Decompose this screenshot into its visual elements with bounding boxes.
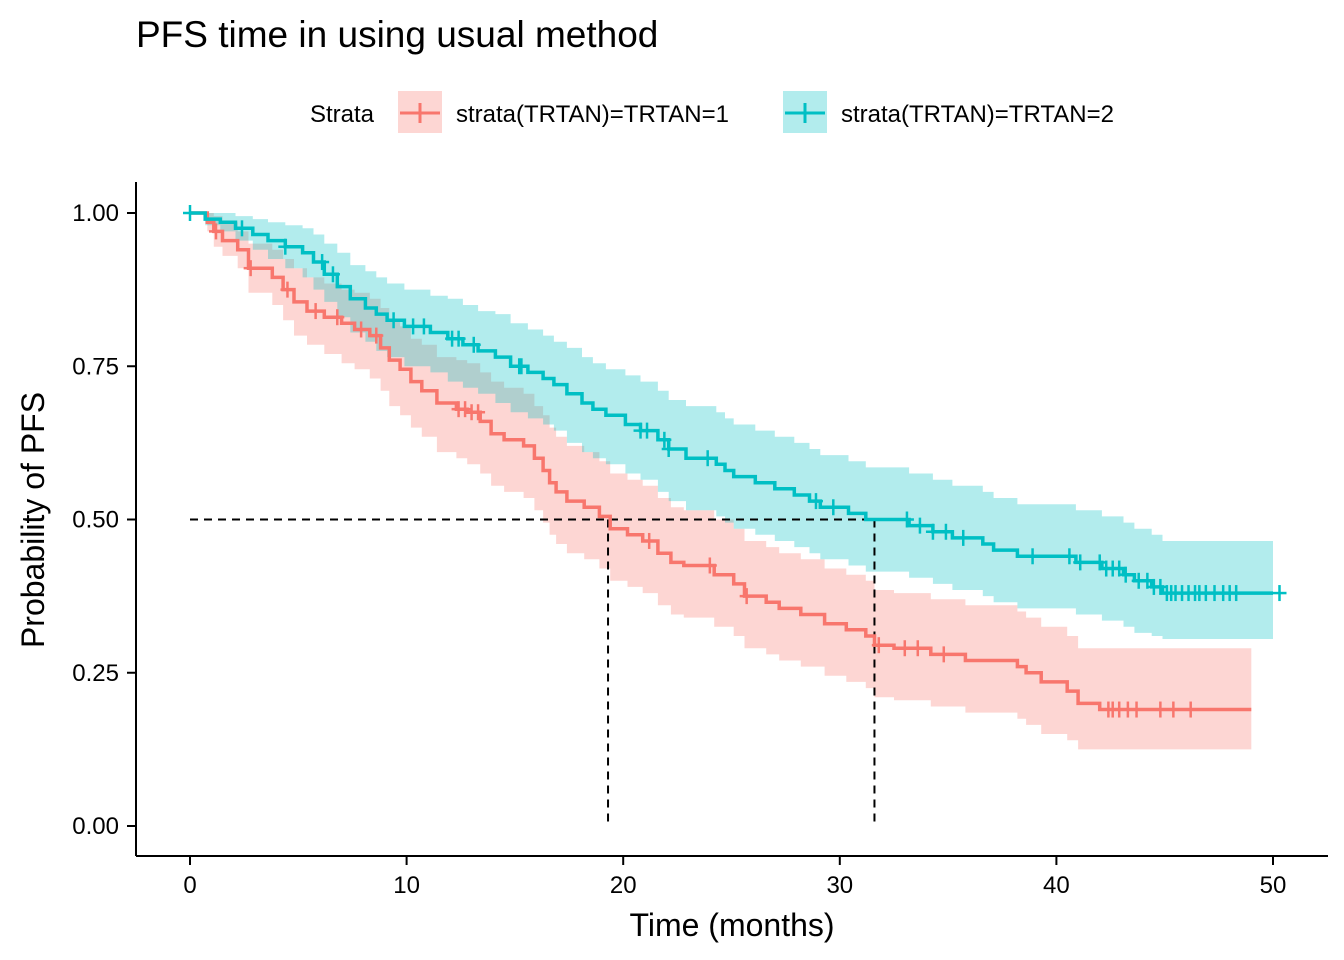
x-axis-label: Time (months): [629, 907, 834, 943]
censor-mark-1-5: [330, 309, 345, 326]
censor-mark-2-21: [899, 511, 914, 528]
censor-mark-1-9: [458, 401, 473, 418]
censor-mark-2-15: [640, 422, 655, 439]
censor-mark-1-15: [871, 637, 886, 654]
censor-mark-2-1: [183, 205, 197, 221]
censor-mark-2-6: [386, 312, 401, 329]
censor-mark-1-1: [208, 223, 223, 240]
y-axis-label: Probability of PFS: [15, 392, 51, 648]
censor-mark-2-33: [1118, 566, 1133, 583]
censor-mark-1-11: [471, 404, 486, 421]
censor-mark-1-4: [308, 303, 323, 320]
x-tick-label-10: 10: [393, 872, 420, 899]
censor-mark-1-12: [642, 532, 657, 549]
survival-curve-1: [190, 211, 1252, 712]
x-tick-label-50: 50: [1260, 872, 1287, 899]
censor-mark-2-25: [956, 529, 971, 546]
censor-mark-2-4: [315, 254, 330, 271]
censor-mark-1-2: [243, 260, 258, 277]
censor-mark-1-7: [369, 327, 384, 344]
legend: Strata strata(TRTAN)=TRTAN=1 strata(TRTA…: [310, 91, 1114, 133]
censor-mark-2-5: [325, 266, 340, 283]
censor-mark-2-8: [416, 318, 431, 335]
censor-mark-2-22: [912, 517, 927, 534]
ci-band-2: [190, 213, 1273, 639]
censor-mark-2-13: [512, 358, 527, 375]
legend-title: Strata: [310, 101, 375, 128]
censor-mark-2-27: [1062, 548, 1077, 565]
censor-mark-1-16: [897, 640, 912, 657]
censor-mark-2-20: [826, 499, 841, 516]
y-tick-label-1.00: 1.00: [72, 200, 119, 227]
x-tick-label-20: 20: [610, 872, 637, 899]
censor-mark-2-2: [234, 220, 249, 237]
censor-mark-1-6: [354, 321, 369, 338]
legend-label-1: strata(TRTAN)=TRTAN=1: [456, 101, 729, 128]
censor-mark-2-17: [661, 441, 676, 458]
censor-mark-2-3: [278, 238, 293, 255]
censor-mark-2-28: [1073, 554, 1088, 571]
censor-mark-1-3: [280, 281, 295, 298]
censor-mark-2-10: [451, 330, 466, 347]
censor-mark-2-11: [466, 336, 481, 353]
censor-mark-2-23: [925, 523, 940, 540]
y-tick-label-0.00: 0.00: [72, 813, 119, 840]
ci-band-1: [190, 213, 1252, 750]
censor-mark-1-18: [936, 646, 951, 663]
x-tick-label-0: 0: [183, 872, 196, 899]
censor-mark-2-26: [1025, 548, 1040, 565]
censor-mark-1-26: [1183, 701, 1198, 718]
y-tick-label-0.75: 0.75: [72, 353, 119, 380]
x-tick-label-30: 30: [826, 872, 853, 899]
censor-mark-1-14: [739, 588, 754, 605]
censor-mark-2-18: [700, 450, 715, 467]
axes: 0 10 20 30 40 50 0.00 0.25 0.50 0.75 1.00: [72, 182, 1328, 899]
plot-area: [183, 205, 1287, 826]
y-tick-label-0.50: 0.50: [72, 507, 119, 534]
censor-mark-1-23: [1129, 701, 1144, 718]
censor-mark-1-17: [910, 640, 925, 657]
censor-mark-1-24: [1153, 701, 1168, 718]
legend-label-2: strata(TRTAN)=TRTAN=2: [841, 101, 1114, 128]
censor-mark-2-49: [1229, 585, 1244, 602]
censor-mark-1-13: [702, 557, 717, 574]
censor-mark-1-25: [1166, 701, 1181, 718]
x-tick-label-40: 40: [1043, 872, 1070, 899]
censor-mark-2-24: [938, 523, 953, 540]
y-tick-label-0.25: 0.25: [72, 660, 119, 687]
censor-mark-2-16: [657, 431, 672, 448]
censor-mark-2-19: [808, 493, 823, 510]
censor-mark-2-50: [1272, 585, 1287, 602]
chart-title: PFS time in using usual method: [136, 14, 658, 55]
